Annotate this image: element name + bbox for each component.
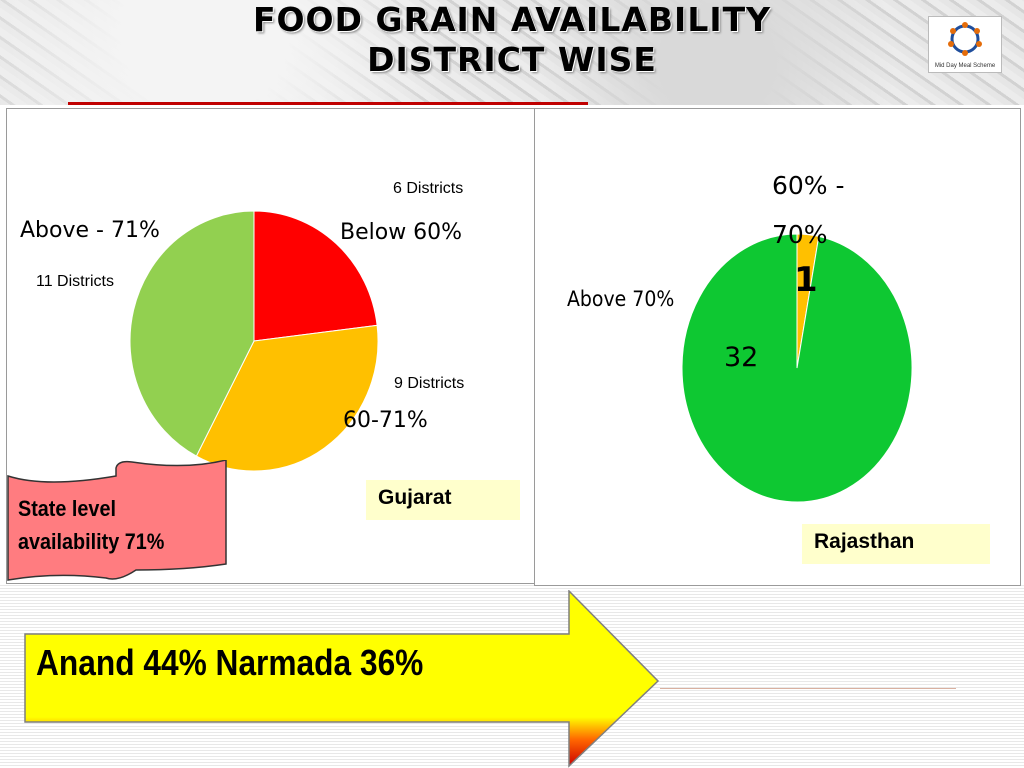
highlight-arrow — [24, 590, 660, 768]
separator-line — [660, 688, 956, 689]
gujarat-mid-districts-label: 9 Districts — [394, 375, 465, 392]
page-title: FOOD GRAIN AVAILABILITY DISTRICT WISE — [0, 0, 1024, 80]
district-highlight-text: Anand 44% Narmada 36% — [36, 642, 424, 683]
rajasthan-mid-range-label-line-1: 60% - — [772, 171, 845, 200]
rajasthan-pie-slice-above-70 — [681, 233, 913, 503]
gujarat-below-range-label: Below 60% — [340, 220, 463, 245]
gujarat-pie-slice-below-60 — [253, 210, 378, 342]
rajasthan-pie-chart — [681, 233, 913, 503]
gujarat-state-box: Gujarat — [366, 480, 520, 520]
state-level-note: State level availability 71% — [18, 492, 198, 558]
gujarat-above-districts-label: 11 Districts — [36, 273, 114, 290]
mid-day-meal-logo-icon: Mid Day Meal Scheme — [928, 16, 1002, 73]
gujarat-below-districts-label: 6 Districts — [393, 180, 464, 197]
logo-caption: Mid Day Meal Scheme — [935, 63, 996, 69]
gujarat-above-range-label: Above - 71% — [20, 218, 160, 243]
state-level-scroll-shape — [7, 460, 227, 581]
title-underline — [68, 102, 588, 105]
state-level-note-line-1: State level — [18, 496, 116, 521]
gujarat-pie-slice-60-71 — [195, 324, 379, 472]
rajasthan-state-box: Rajasthan — [802, 524, 990, 564]
state-level-note-line-2: availability 71% — [18, 529, 165, 554]
marble-header-background — [0, 0, 1024, 105]
rajasthan-mid-range-label-line-2: 70% — [772, 220, 828, 249]
rajasthan-above-value-label: 32 — [724, 342, 759, 373]
title-line-1: FOOD GRAIN AVAILABILITY — [252, 0, 772, 39]
gujarat-pie-chart — [129, 210, 379, 472]
rajasthan-mid-value-label: 1 — [794, 260, 818, 300]
title-line-2: DISTRICT WISE — [367, 40, 657, 79]
rajasthan-above-range-label: Above 70% — [567, 287, 675, 311]
rajasthan-chart-panel — [534, 108, 1021, 586]
gujarat-mid-range-label: 60-71% — [343, 408, 428, 433]
gujarat-pie-slice-above-71 — [129, 210, 255, 457]
